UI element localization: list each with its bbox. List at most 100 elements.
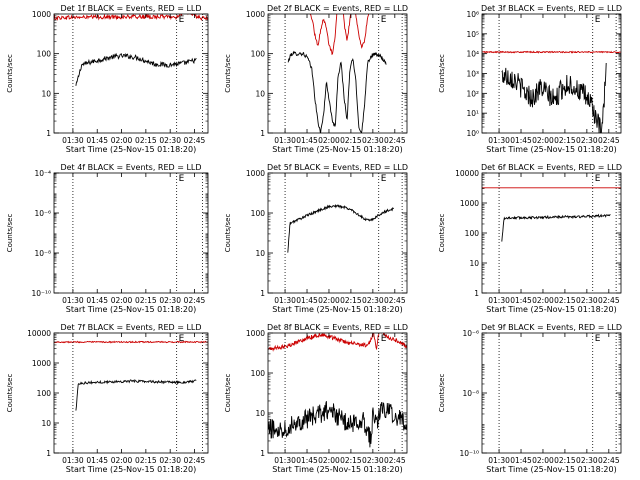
x-tick-label: 02:45 xyxy=(384,136,406,145)
y-tick-label: 10⁻¹⁰ xyxy=(31,289,51,298)
x-tick-label: 02:15 xyxy=(554,136,576,145)
panel-det-4f: Det 4f BLACK = Events, RED = LLD E 01:30 01… xyxy=(6,163,209,314)
x-tick-label: 01:30 xyxy=(488,136,510,145)
x-axis-label: Start Time (25-Nov-15 01:18:20) xyxy=(272,305,402,314)
y-tick-label: 10000 xyxy=(455,169,479,178)
panel-det-9f: Det 9f BLACK = Events, RED = LLD E 01:30 01… xyxy=(438,323,622,474)
x-tick-label: 02:45 xyxy=(598,456,620,465)
panel-title: Det 4f BLACK = Events, RED = LLD xyxy=(60,163,201,172)
x-tick-label: 02:00 xyxy=(532,456,554,465)
y-axis-label: Counts/sec xyxy=(6,54,14,93)
panel-det-2f: Det 2f BLACK = Events, RED = LLD E 01:30 01… xyxy=(224,4,408,154)
panel-det-5f: Det 5f BLACK = Events, RED = LLD E 01:30 01… xyxy=(224,163,408,314)
y-tick-label: 10000 xyxy=(27,329,51,338)
panel-det-1f: Det 1f BLACK = Events, RED = LLD E 01:30 01… xyxy=(6,4,209,154)
x-tick-label: 02:00 xyxy=(318,136,340,145)
y-tick-label: 100 xyxy=(251,369,266,378)
panel-title: Det 7f BLACK = Events, RED = LLD xyxy=(60,323,201,332)
y-tick-label: 100 xyxy=(251,50,266,59)
y-tick-label: 10 xyxy=(255,409,265,418)
x-tick-label: 01:45 xyxy=(296,296,318,305)
x-tick-label: 01:45 xyxy=(86,296,108,305)
x-axis-label: Start Time (25-Nov-15 01:18:20) xyxy=(66,145,196,154)
panel-title: Det 1f BLACK = Events, RED = LLD xyxy=(60,4,201,13)
x-tick-label: 01:45 xyxy=(86,136,108,145)
y-tick-label: 1 xyxy=(260,129,265,138)
x-tick-label: 01:45 xyxy=(86,456,108,465)
series-line-events xyxy=(75,52,197,86)
x-tick-label: 01:45 xyxy=(296,456,318,465)
x-tick-label: 01:30 xyxy=(62,296,84,305)
panel-det-6f: Det 6f BLACK = Events, RED = LLD E 01:30 01… xyxy=(438,163,622,314)
x-axis-label: Start Time (25-Nov-15 01:18:20) xyxy=(272,465,402,474)
panel-title: Det 6f BLACK = Events, RED = LLD xyxy=(481,163,622,172)
panel-title: Det 5f BLACK = Events, RED = LLD xyxy=(267,163,408,172)
x-axis-label: Start Time (25-Nov-15 01:18:20) xyxy=(272,145,402,154)
x-tick-label: 02:45 xyxy=(184,456,206,465)
y-axis-label: Counts/sec xyxy=(224,214,232,253)
event-marker-glyph: E xyxy=(381,334,387,344)
x-tick-label: 02:15 xyxy=(554,456,576,465)
series-line-events xyxy=(287,50,387,133)
event-marker-glyph: E xyxy=(595,334,601,344)
y-axis-label: Counts/sec xyxy=(6,374,14,413)
y-tick-label: 10⁵ xyxy=(466,30,479,39)
event-marker-glyph: E xyxy=(595,15,601,25)
event-marker-glyph: E xyxy=(381,174,387,184)
y-tick-label: 10 xyxy=(41,419,51,428)
x-tick-label: 01:30 xyxy=(488,456,510,465)
x-tick-label: 02:15 xyxy=(340,296,362,305)
y-tick-label: 100 xyxy=(37,50,52,59)
y-tick-label: 1 xyxy=(46,449,51,458)
y-tick-label: 1000 xyxy=(32,10,51,19)
y-tick-label: 100 xyxy=(37,389,52,398)
x-tick-label: 02:00 xyxy=(111,456,133,465)
x-tick-label: 02:15 xyxy=(135,456,157,465)
y-axis-label: Counts/sec xyxy=(438,374,446,413)
x-tick-label: 02:30 xyxy=(576,296,598,305)
y-tick-label: 1000 xyxy=(246,10,265,19)
panel-det-8f: Det 8f BLACK = Events, RED = LLD E 01:30 01… xyxy=(224,323,408,474)
y-tick-label: 10¹ xyxy=(466,109,479,118)
x-tick-label: 01:30 xyxy=(274,456,296,465)
x-tick-label: 02:15 xyxy=(340,456,362,465)
x-tick-label: 02:15 xyxy=(135,136,157,145)
series-line-lld xyxy=(482,50,621,54)
x-tick-label: 01:45 xyxy=(510,296,532,305)
y-tick-label: 10⁻⁶ xyxy=(34,209,51,218)
x-tick-label: 02:15 xyxy=(340,136,362,145)
x-tick-label: 02:00 xyxy=(318,296,340,305)
x-tick-label: 02:45 xyxy=(384,456,406,465)
x-tick-label: 01:45 xyxy=(510,456,532,465)
x-tick-label: 01:45 xyxy=(296,136,318,145)
plot-frame xyxy=(267,172,408,294)
panel-det-3f: Det 3f BLACK = Events, RED = LLD E 01:30 01… xyxy=(438,4,622,154)
x-tick-label: 01:30 xyxy=(274,296,296,305)
plot-frame xyxy=(481,332,622,454)
series-line-lld xyxy=(54,340,208,344)
x-tick-label: 02:30 xyxy=(576,136,598,145)
event-marker-glyph: E xyxy=(179,174,185,184)
panel-det-7f: Det 7f BLACK = Events, RED = LLD E 01:30 01… xyxy=(6,323,209,474)
series-line-lld xyxy=(54,14,208,22)
plot-frame xyxy=(53,13,209,134)
series-line-events xyxy=(75,379,197,411)
y-tick-label: 10⁴ xyxy=(466,50,479,59)
y-axis-label: Counts/sec xyxy=(224,54,232,93)
x-tick-label: 02:30 xyxy=(159,296,181,305)
event-marker-glyph: E xyxy=(179,334,185,344)
y-tick-label: 1 xyxy=(260,449,265,458)
series-line-lld xyxy=(268,333,407,352)
x-tick-label: 02:00 xyxy=(532,296,554,305)
y-tick-label: 10 xyxy=(255,249,265,258)
x-tick-label: 02:45 xyxy=(384,296,406,305)
x-tick-label: 02:45 xyxy=(184,296,206,305)
y-tick-label: 10⁶ xyxy=(466,10,479,19)
y-tick-label: 10² xyxy=(466,89,479,98)
y-tick-label: 10⁻⁸ xyxy=(34,249,51,258)
plot-frame xyxy=(53,172,209,294)
plot-frame xyxy=(267,13,408,134)
x-axis-label: Start Time (25-Nov-15 01:18:20) xyxy=(486,465,616,474)
x-axis-label: Start Time (25-Nov-15 01:18:20) xyxy=(486,305,616,314)
x-tick-label: 01:30 xyxy=(274,136,296,145)
